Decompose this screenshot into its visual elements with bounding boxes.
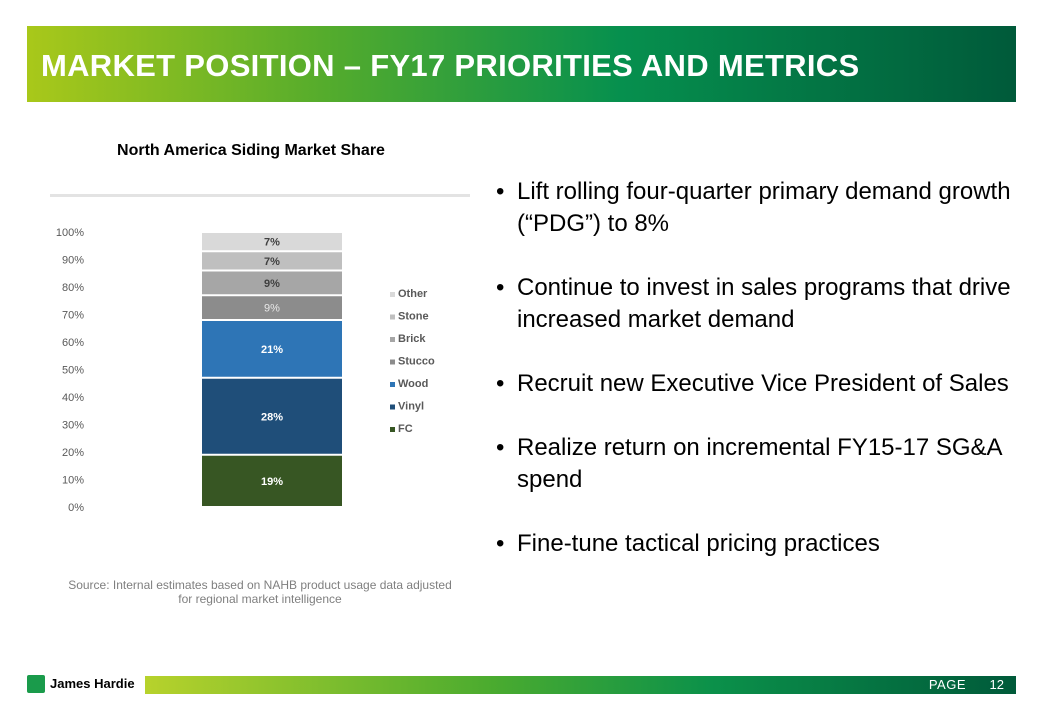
bar-segment-stone	[202, 252, 342, 270]
bar-segment-brick	[202, 271, 342, 295]
source-note-line-1: Source: Internal estimates based on NAHB…	[68, 578, 452, 592]
priority-text: Lift rolling four-quarter primary demand…	[517, 178, 1011, 237]
page-number: 12	[989, 677, 1004, 692]
data-label-fc: 19%	[261, 476, 283, 488]
priority-item: • Lift rolling four-quarter primary deman…	[496, 176, 1016, 240]
bullet-icon: •	[496, 274, 505, 301]
y-tick-label: 40%	[62, 392, 84, 404]
legend-swatch-brick	[390, 337, 395, 342]
title-banner: MARKET POSITION – FY17 PRIORITIES AND ME…	[27, 26, 1016, 102]
legend-label-brick: Brick	[398, 333, 426, 345]
legend-label-other: Other	[398, 288, 428, 300]
bullet-icon: •	[496, 434, 505, 461]
y-tick-label: 10%	[62, 475, 84, 487]
y-tick-label: 50%	[62, 365, 84, 377]
legend-label-stone: Stone	[398, 311, 429, 323]
chart-title: North America Siding Market Share	[117, 142, 385, 159]
y-tick-label: 90%	[62, 255, 84, 267]
data-label-vinyl: 28%	[261, 411, 283, 423]
legend-label-stucco: Stucco	[398, 356, 435, 368]
data-label-stucco: 9%	[264, 303, 280, 315]
priority-text: Continue to invest in sales programs tha…	[517, 274, 1011, 333]
priority-text: Fine-tune tactical pricing practices	[517, 530, 880, 557]
legend-label-wood: Wood	[398, 378, 428, 390]
footer-bar: PAGE 12	[145, 676, 1016, 694]
priority-item: • Continue to invest in sales programs th…	[496, 272, 1016, 336]
priority-text: Recruit new Executive Vice President of …	[517, 370, 1009, 397]
y-tick-label: 20%	[62, 447, 84, 459]
data-label-stone: 7%	[264, 256, 280, 268]
source-note-line-2: for regional market intelligence	[178, 592, 342, 606]
bar-segment-wood	[202, 321, 342, 377]
bar-segment-vinyl	[202, 378, 342, 454]
stacked-bar-chart: 0% 10% 20% 30% 40% 50% 60% 70% 80% 90% 100% 19% 28% 2…	[56, 227, 435, 514]
company-logo-icon	[27, 675, 45, 693]
legend-swatch-wood	[390, 382, 395, 387]
legend-swatch-fc	[390, 427, 395, 432]
legend-label-fc: FC	[398, 423, 413, 435]
priority-item: • Fine-tune tactical pricing practices	[496, 528, 1016, 560]
data-label-other: 7%	[264, 237, 280, 249]
bullet-icon: •	[496, 178, 505, 205]
priority-item: • Realize return on incremental FY15-17 S…	[496, 432, 1016, 496]
legend-swatch-stone	[390, 314, 395, 320]
bar-segment-stucco	[202, 296, 342, 319]
bar-segment-other	[202, 233, 342, 251]
bar-segment-fc	[202, 455, 342, 506]
legend-label-vinyl: Vinyl	[398, 401, 424, 413]
page-label: PAGE	[928, 677, 966, 692]
legend-swatch-stucco	[390, 359, 395, 365]
y-tick-label: 70%	[62, 310, 84, 322]
legend-swatch-vinyl	[390, 404, 395, 410]
priorities-list: • Lift rolling four-quarter primary deman…	[496, 176, 1016, 592]
priority-text: Realize return on incremental FY15-17 SG…	[517, 434, 1002, 493]
bullet-icon: •	[496, 370, 505, 397]
y-tick-label: 60%	[62, 337, 84, 349]
source-note: Source: Internal estimates based on NAHB…	[50, 578, 470, 606]
y-tick-label: 100%	[56, 227, 84, 239]
bullet-icon: •	[496, 530, 505, 557]
page-title: MARKET POSITION – FY17 PRIORITIES AND ME…	[41, 48, 860, 83]
priority-item: • Recruit new Executive Vice President of…	[496, 368, 1016, 400]
company-logo-text: James Hardie	[50, 676, 135, 691]
data-label-wood: 21%	[261, 344, 283, 356]
y-tick-label: 30%	[62, 420, 84, 432]
y-tick-label: 0%	[68, 502, 84, 514]
data-label-brick: 9%	[264, 278, 280, 290]
divider	[50, 194, 470, 197]
y-tick-label: 80%	[62, 282, 84, 294]
legend-swatch-other	[390, 292, 395, 297]
